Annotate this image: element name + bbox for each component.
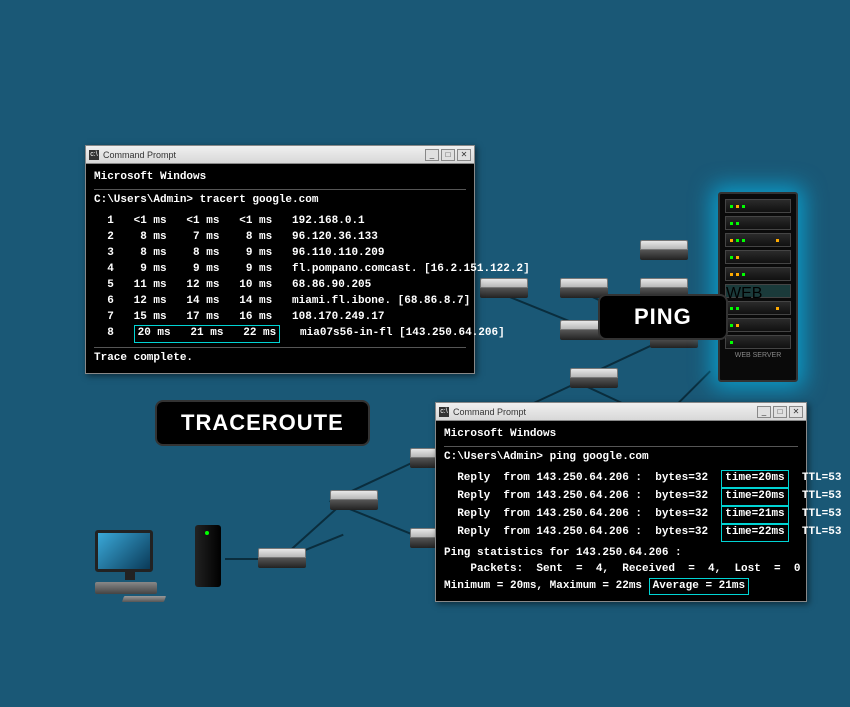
tracert-hop-row: 4 9 ms 9 ms 9 ms fl.pompano.comcast. [16…	[94, 262, 466, 278]
maximize-button[interactable]: □	[773, 406, 787, 418]
minimize-button[interactable]: _	[757, 406, 771, 418]
ping-reply-row: Reply from 143.250.64.206 : bytes=32 tim…	[444, 524, 798, 542]
ping-terminal: c:\ Command Prompt _ □ ✕ Microsoft Windo…	[435, 402, 807, 602]
cmd-icon: c:\	[439, 407, 449, 417]
ping-label: PING	[598, 294, 728, 340]
window-title: Command Prompt	[103, 150, 425, 160]
tracert-hop-row: 2 8 ms 7 ms 8 ms 96.120.36.133	[94, 230, 466, 246]
web-server-rack: WEB WEB SERVER	[718, 192, 798, 382]
ping-packets: Packets: Sent = 4, Received = 4, Lost = …	[444, 562, 798, 578]
router-node	[330, 490, 378, 512]
titlebar[interactable]: c:\ Command Prompt _ □ ✕	[436, 403, 806, 421]
ping-stats-header: Ping statistics for 143.250.64.206 :	[444, 546, 798, 562]
close-button[interactable]: ✕	[457, 149, 471, 161]
ping-time-highlight: time=21ms	[721, 506, 788, 524]
ping-reply-row: Reply from 143.250.64.206 : bytes=32 tim…	[444, 506, 798, 524]
window-title: Command Prompt	[453, 407, 757, 417]
tracert-command: C:\Users\Admin> tracert google.com	[94, 193, 466, 209]
tracert-terminal: c:\ Command Prompt _ □ ✕ Microsoft Windo…	[85, 145, 475, 374]
tracert-hop-row: 5 11 ms 12 ms 10 ms 68.86.90.205	[94, 278, 466, 294]
ping-reply-row: Reply from 143.250.64.206 : bytes=32 tim…	[444, 488, 798, 506]
ping-time-highlight: time=22ms	[721, 524, 788, 542]
cmd-icon: c:\	[89, 150, 99, 160]
maximize-button[interactable]: □	[441, 149, 455, 161]
router-node	[570, 368, 618, 390]
ping-time-highlight: time=20ms	[721, 470, 788, 488]
modem-device	[195, 525, 221, 587]
titlebar[interactable]: c:\ Command Prompt _ □ ✕	[86, 146, 474, 164]
trace-complete: Trace complete.	[94, 351, 466, 367]
tracert-hop-row: 7 15 ms 17 ms 16 ms 108.170.249.17	[94, 310, 466, 326]
ping-minmax: Minimum = 20ms, Maximum = 22ms Average =…	[444, 578, 798, 596]
ping-average-highlight: Average = 21ms	[649, 578, 749, 596]
os-header: Microsoft Windows	[94, 170, 466, 186]
terminal-output: Microsoft Windows C:\Users\Admin> tracer…	[86, 164, 474, 373]
close-button[interactable]: ✕	[789, 406, 803, 418]
terminal-output: Microsoft Windows C:\Users\Admin> ping g…	[436, 421, 806, 601]
router-node	[640, 240, 688, 262]
minimize-button[interactable]: _	[425, 149, 439, 161]
ping-time-highlight: time=20ms	[721, 488, 788, 506]
traceroute-label: TRACEROUTE	[155, 400, 370, 446]
client-computer	[95, 530, 165, 602]
tracert-hop-row: 3 8 ms 8 ms 9 ms 96.110.110.209	[94, 246, 466, 262]
tracert-hop-row: 8 20 ms 21 ms 22 ms mia07s56-in-fl [143.…	[94, 325, 466, 343]
ping-command: C:\Users\Admin> ping google.com	[444, 450, 798, 466]
os-header: Microsoft Windows	[444, 427, 798, 443]
tracert-hop-row: 1 <1 ms <1 ms <1 ms 192.168.0.1	[94, 214, 466, 230]
server-label: WEB SERVER	[725, 352, 791, 359]
router-node	[480, 278, 528, 300]
router-node	[258, 548, 306, 570]
ping-reply-row: Reply from 143.250.64.206 : bytes=32 tim…	[444, 470, 798, 488]
tracert-hop-row: 6 12 ms 14 ms 14 ms miami.fl.ibone. [68.…	[94, 294, 466, 310]
tracert-times-highlight: 20 ms 21 ms 22 ms	[134, 325, 281, 343]
